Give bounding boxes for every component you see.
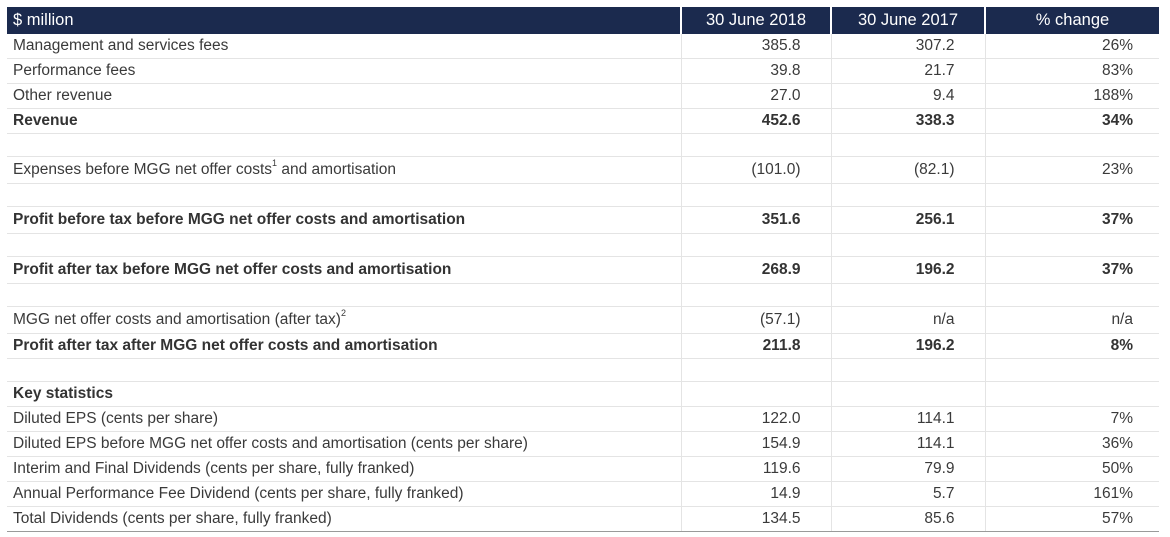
- value-2018: 268.9: [680, 256, 831, 284]
- value-change: 188%: [984, 83, 1159, 109]
- value-change: n/a: [984, 306, 1159, 334]
- table-row-total: Profit after tax before MGG net offer co…: [7, 256, 1159, 284]
- row-label: Revenue: [7, 108, 681, 134]
- row-label: Total Dividends (cents per share, fully …: [7, 506, 681, 532]
- footnote-marker: 2: [340, 308, 346, 318]
- row-label: Other revenue: [7, 83, 681, 109]
- value-change: 50%: [984, 456, 1159, 482]
- value-2018: 452.6: [680, 108, 831, 134]
- spacer-row: [7, 183, 1159, 207]
- value-2017: (82.1): [830, 156, 985, 184]
- value-change: 37%: [984, 206, 1159, 234]
- row-label: Management and services fees: [7, 34, 681, 59]
- row-label: Annual Performance Fee Dividend (cents p…: [7, 481, 681, 507]
- value-2018: 351.6: [680, 206, 831, 234]
- table-row: Diluted EPS before MGG net offer costs a…: [7, 431, 1159, 457]
- row-label: Performance fees: [7, 58, 681, 84]
- row-label: Interim and Final Dividends (cents per s…: [7, 456, 681, 482]
- spacer-row: [7, 358, 1159, 382]
- value-change: 26%: [984, 34, 1159, 59]
- row-label: Diluted EPS (cents per share): [7, 406, 681, 432]
- value-2017: 196.2: [830, 333, 985, 359]
- value-2017: 9.4: [830, 83, 985, 109]
- table-row: Annual Performance Fee Dividend (cents p…: [7, 481, 1159, 507]
- table-row: Management and services fees 385.8 307.2…: [7, 34, 1159, 59]
- value-2017: 79.9: [830, 456, 985, 482]
- row-label: Diluted EPS before MGG net offer costs a…: [7, 431, 681, 457]
- value-change: 34%: [984, 108, 1159, 134]
- value-2017: n/a: [830, 306, 985, 334]
- row-label: Profit after tax after MGG net offer cos…: [7, 333, 681, 359]
- header-2017: 30 June 2017: [831, 7, 986, 34]
- spacer-row: [7, 283, 1159, 307]
- financial-summary: $ million 30 June 2018 30 June 2017 % ch…: [7, 7, 1159, 532]
- value-change: 7%: [984, 406, 1159, 432]
- table-row: MGG net offer costs and amortisation (af…: [7, 306, 1159, 334]
- value-2017: 85.6: [830, 506, 985, 532]
- row-label: Profit before tax before MGG net offer c…: [7, 206, 681, 234]
- section-heading-row: Key statistics: [7, 381, 1159, 407]
- value-2017: 114.1: [830, 431, 985, 457]
- value-change: 161%: [984, 481, 1159, 507]
- value-2017: 307.2: [830, 34, 985, 59]
- financial-table: $ million 30 June 2018 30 June 2017 % ch…: [7, 7, 1159, 532]
- row-label: Profit after tax before MGG net offer co…: [7, 256, 681, 284]
- value-2017: 21.7: [830, 58, 985, 84]
- table-row: Performance fees 39.8 21.7 83%: [7, 58, 1159, 84]
- table-row: Expenses before MGG net offer costs1 and…: [7, 156, 1159, 184]
- value-change: 37%: [984, 256, 1159, 284]
- table-row-total: Revenue 452.6 338.3 34%: [7, 108, 1159, 134]
- value-2017: 114.1: [830, 406, 985, 432]
- value-2018: 211.8: [680, 333, 831, 359]
- value-2017: 338.3: [830, 108, 985, 134]
- value-change: 23%: [984, 156, 1159, 184]
- value-change: 57%: [984, 506, 1159, 532]
- value-change: 36%: [984, 431, 1159, 457]
- value-change: 83%: [984, 58, 1159, 84]
- footnote-marker: 1: [272, 158, 278, 168]
- table-row: Diluted EPS (cents per share) 122.0 114.…: [7, 406, 1159, 432]
- value-2018: (57.1): [680, 306, 831, 334]
- section-heading: Key statistics: [7, 381, 681, 407]
- header-2018: 30 June 2018: [681, 7, 832, 34]
- value-2018: 27.0: [680, 83, 831, 109]
- value-2018: 14.9: [680, 481, 831, 507]
- table-row: Interim and Final Dividends (cents per s…: [7, 456, 1159, 482]
- value-2017: 196.2: [830, 256, 985, 284]
- row-label: MGG net offer costs and amortisation (af…: [7, 306, 681, 334]
- header-label: $ million: [7, 7, 682, 34]
- value-2018: 385.8: [680, 34, 831, 59]
- value-2018: (101.0): [680, 156, 831, 184]
- value-change: 8%: [984, 333, 1159, 359]
- value-2017: 256.1: [830, 206, 985, 234]
- value-2018: 122.0: [680, 406, 831, 432]
- header-row: $ million 30 June 2018 30 June 2017 % ch…: [7, 7, 1159, 34]
- table-row-total: Profit after tax after MGG net offer cos…: [7, 333, 1159, 359]
- table-row: Total Dividends (cents per share, fully …: [7, 506, 1159, 532]
- value-2018: 134.5: [680, 506, 831, 532]
- table-body: Management and services fees 385.8 307.2…: [7, 34, 1159, 532]
- header-change: % change: [985, 7, 1159, 34]
- spacer-row: [7, 133, 1159, 157]
- row-label: Expenses before MGG net offer costs1 and…: [7, 156, 681, 184]
- value-2017: 5.7: [830, 481, 985, 507]
- value-2018: 119.6: [680, 456, 831, 482]
- value-2018: 39.8: [680, 58, 831, 84]
- table-header: $ million 30 June 2018 30 June 2017 % ch…: [7, 7, 1159, 34]
- value-2018: 154.9: [680, 431, 831, 457]
- table-row: Other revenue 27.0 9.4 188%: [7, 83, 1159, 109]
- spacer-row: [7, 233, 1159, 257]
- table-row-total: Profit before tax before MGG net offer c…: [7, 206, 1159, 234]
